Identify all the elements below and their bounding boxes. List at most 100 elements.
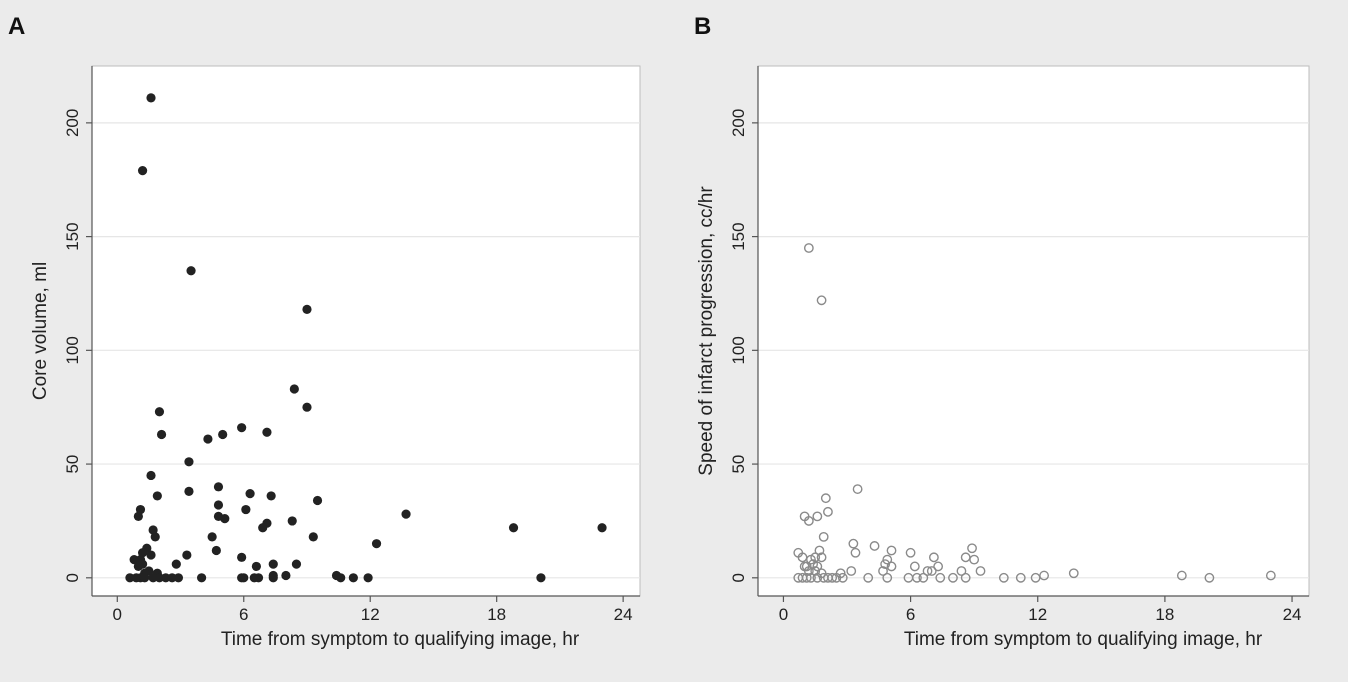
- panel-b-x-tick-label: 6: [906, 605, 915, 624]
- panel-b-data-point: [837, 572, 848, 583]
- panel-b-x-tick-label: 18: [1155, 605, 1174, 624]
- panel-a-y-tick-label: 0: [63, 573, 82, 582]
- panel-b-data-point: [1204, 572, 1215, 583]
- panel-a-x-tick-label: 0: [113, 605, 122, 624]
- panel-b-data-point: [812, 561, 823, 572]
- panel-b-data-point: [878, 566, 888, 576]
- panel-a-x-tick-label: 12: [361, 605, 380, 624]
- panel-a-data-point: [363, 573, 373, 583]
- panel-b-data-point: [905, 547, 916, 558]
- panel-b-data-point: [852, 484, 863, 494]
- panel-b-data-point: [956, 566, 967, 576]
- panel-a-data-point: [312, 495, 323, 506]
- panel-a-data-point: [597, 523, 607, 533]
- panel-a-data-point: [536, 573, 546, 583]
- panel-b-data-point: [846, 566, 857, 576]
- panel-a-data-point: [148, 573, 158, 583]
- panel-b-data-point: [1068, 568, 1079, 579]
- panel-a-data-point: [220, 514, 230, 524]
- panel-a-data-point: [211, 545, 221, 556]
- panel-a-data-point: [186, 266, 196, 276]
- panel-a-data-point: [150, 532, 160, 542]
- panel-b-data-point: [801, 572, 812, 583]
- panel-a-data-point: [152, 491, 162, 501]
- panel-a-data-point: [239, 573, 249, 583]
- panel-a-y-axis-title: Core volume, ml: [30, 262, 51, 400]
- panel-a-x-tick-label: 18: [487, 605, 506, 624]
- panel-b-y-tick-label: 150: [729, 222, 748, 250]
- panel-a-data-point: [154, 573, 165, 583]
- panel-b-y-tick-label: 50: [729, 455, 748, 474]
- panel-b-data-point: [909, 561, 920, 572]
- panel-a-data-point: [401, 509, 411, 519]
- panel-a-data-point: [184, 457, 194, 467]
- panel-b-data-point: [803, 566, 814, 576]
- panel-a-data-point: [262, 427, 272, 437]
- panel-a-y-tick-label: 150: [63, 222, 82, 250]
- panel-b-x-tick-label: 12: [1028, 605, 1047, 624]
- panel-b-letter: B: [694, 13, 711, 40]
- panel-a-plot-area: [91, 65, 641, 597]
- panel-b-x-tick-label: 24: [1283, 605, 1302, 624]
- panel-a-data-point: [348, 573, 358, 583]
- panel-b-data-point: [812, 572, 823, 583]
- panel-a-data-point: [268, 573, 278, 583]
- panel-b-data-point: [827, 572, 838, 583]
- panel-b-data-point: [933, 561, 944, 572]
- panel-a-data-point: [197, 573, 207, 583]
- panel-a-data-point: [173, 573, 184, 583]
- panel-a-data-point: [237, 423, 247, 433]
- panel-a-data-point: [336, 573, 346, 583]
- panel-b-data-point: [823, 506, 833, 517]
- panel-a-data-point: [171, 559, 181, 569]
- panel-b-data-point: [818, 531, 829, 542]
- panel-b: B 0 50 100 150 200 0 6 12 18 24 Speed of infarct…: [694, 13, 1310, 650]
- panel-a-points: [125, 93, 607, 583]
- panel-b-x-axis-title: Time from symptom to qualifying image, h…: [904, 629, 1263, 650]
- panel-b-gridlines: [758, 122, 1309, 579]
- panel-b-y-tick-label: 0: [729, 573, 748, 582]
- panel-b-data-point: [806, 572, 816, 583]
- panel-b-data-point: [814, 545, 825, 556]
- panel-b-data-point: [886, 561, 897, 572]
- panel-b-data-point: [803, 243, 814, 253]
- panel-a-data-point: [129, 555, 139, 565]
- panel-a-x-tick-label: 6: [239, 605, 248, 624]
- panel-b-data-point: [869, 541, 880, 551]
- panel-b-data-point: [880, 559, 891, 570]
- panel-b-data-point: [803, 516, 814, 526]
- panel-a-x-axis-title: Time from symptom to qualifying image, h…: [221, 629, 580, 650]
- panel-a-data-point: [237, 552, 247, 562]
- panel-b-y-tick-label: 100: [729, 336, 748, 364]
- panel-a-y-tick-label: 100: [63, 336, 82, 364]
- panel-b-plot-area: [757, 65, 1310, 597]
- panel-a-data-point: [146, 550, 156, 560]
- panel-a-data-point: [146, 93, 156, 103]
- panel-a-data-point: [137, 166, 148, 176]
- panel-a-data-point: [508, 523, 519, 533]
- panel-b-data-point: [1176, 570, 1187, 581]
- panel-a-data-point: [268, 559, 278, 569]
- panel-b-data-point: [926, 566, 937, 576]
- panel-b-data-point: [863, 572, 874, 583]
- panel-b-data-point: [816, 552, 827, 563]
- panel-a-data-point: [241, 504, 251, 515]
- panel-a-data-point: [146, 470, 156, 481]
- panel-b-data-point: [969, 554, 980, 565]
- panel-a-data-point: [287, 516, 297, 526]
- panel-a-data-point: [213, 482, 224, 492]
- panel-a-data-point: [302, 304, 312, 314]
- panel-b-data-point: [801, 561, 812, 572]
- panel-b-data-point: [935, 572, 946, 583]
- panel-a-data-point: [371, 539, 382, 549]
- panel-a-data-point: [133, 561, 143, 572]
- panel-b-data-point: [816, 295, 827, 306]
- panel-b-points: [793, 243, 1276, 583]
- panel-b-data-point: [1039, 570, 1049, 581]
- panel-a-data-point: [253, 573, 264, 583]
- panel-a-data-point: [125, 573, 135, 583]
- panel-b-x-tick-label: 0: [779, 605, 788, 624]
- panel-a-x-tick-label: 24: [614, 605, 633, 624]
- panel-a-data-point: [258, 523, 268, 533]
